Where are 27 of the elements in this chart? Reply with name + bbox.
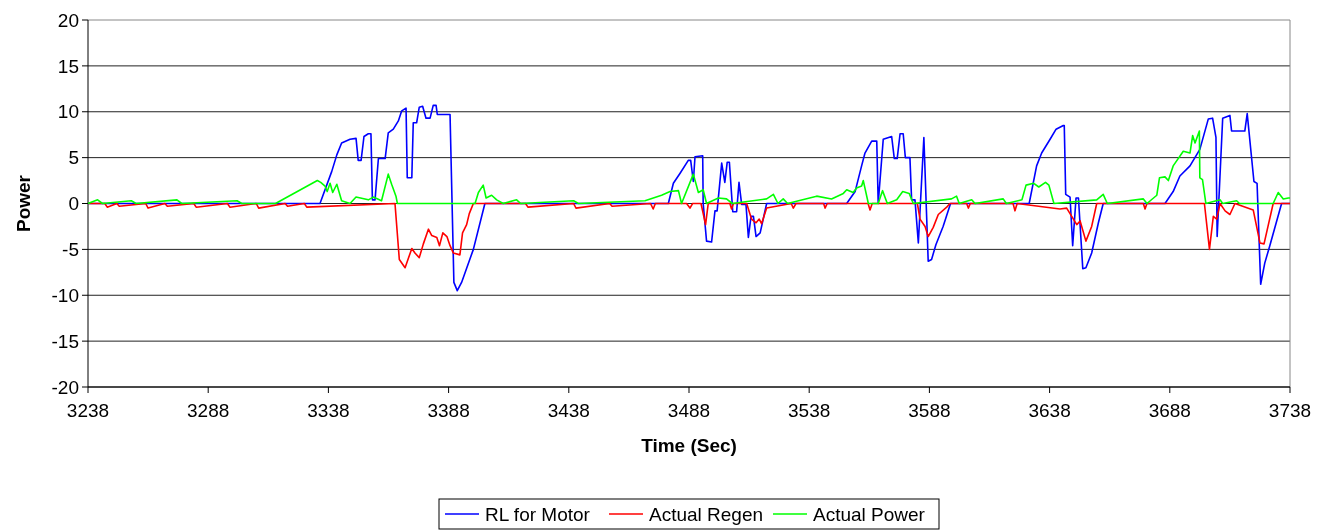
y-tick-label: 10 [57, 101, 79, 123]
x-tick-label: 3338 [307, 400, 350, 421]
y-tick-label: -15 [51, 330, 79, 352]
y-tick-label: 15 [57, 55, 79, 77]
x-tick-label: 3438 [547, 400, 590, 421]
x-tick-label: 3388 [427, 400, 470, 421]
y-tick-label: -5 [62, 239, 79, 261]
x-tick-label: 3288 [187, 400, 230, 421]
line-series [87, 202, 1291, 269]
x-tick-label: 3738 [1268, 400, 1312, 421]
x-tick-label: 3588 [908, 400, 951, 421]
y-tick-label: 0 [68, 193, 79, 215]
x-tick-label: 3488 [667, 400, 711, 421]
x-tick-label: 3688 [1148, 400, 1191, 421]
legend-label: RL for Motor [485, 503, 591, 525]
y-tick-label: 5 [68, 147, 79, 169]
legend-label: Actual Regen [649, 503, 764, 525]
y-tick-label: -20 [51, 376, 79, 398]
legend-label: Actual Power [813, 503, 926, 525]
y-tick-label: -10 [51, 284, 79, 306]
x-tick-label: 3238 [66, 400, 110, 421]
y-axis-title: Power [13, 174, 34, 233]
x-tick-label: 3538 [788, 400, 831, 421]
x-axis-title: Time (Sec) [641, 435, 737, 456]
y-tick-label: 20 [57, 9, 79, 31]
x-tick-label: 3638 [1028, 400, 1071, 421]
line-series [87, 130, 1291, 205]
